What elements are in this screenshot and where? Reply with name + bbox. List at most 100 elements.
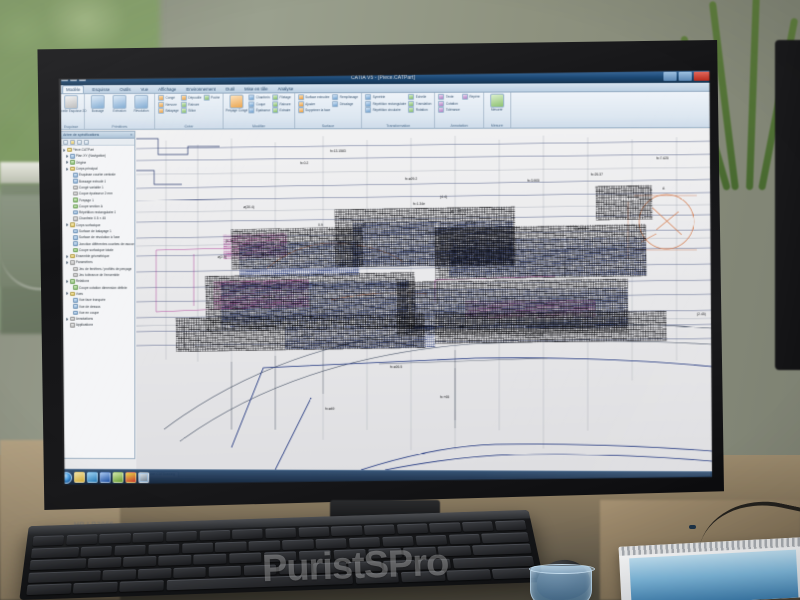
- keyboard-key[interactable]: [29, 558, 87, 571]
- keyboard-key[interactable]: [148, 543, 180, 555]
- ribbon-button-hole-icon[interactable]: Perçage Congé: [227, 95, 247, 113]
- keyboard-key[interactable]: [417, 558, 452, 570]
- keyboard-key[interactable]: [348, 560, 382, 572]
- ribbon-button-groove-icon[interactable]: Rainure: [181, 101, 202, 107]
- chevron-right-icon[interactable]: [66, 167, 69, 170]
- keyboard-key[interactable]: [32, 535, 65, 546]
- keyboard-key[interactable]: [27, 570, 101, 583]
- keyboard-key[interactable]: [165, 530, 197, 542]
- maximize-button[interactable]: [679, 72, 692, 81]
- ribbon-button-translate-icon[interactable]: Translation: [408, 100, 431, 106]
- keyboard-key[interactable]: [263, 551, 297, 563]
- ribbon-tab-0[interactable]: Modèle: [62, 85, 84, 93]
- keyboard-key[interactable]: [265, 527, 297, 539]
- filter-icon[interactable]: [63, 139, 68, 144]
- keyboard-key[interactable]: [199, 529, 230, 541]
- keyboard-key[interactable]: [368, 547, 402, 559]
- keyboard-key[interactable]: [313, 561, 347, 573]
- keyboard-key[interactable]: [437, 545, 472, 557]
- ribbon-button-tolerance-icon[interactable]: Tolérance: [438, 107, 459, 113]
- keyboard-key[interactable]: [119, 580, 164, 592]
- window-controls[interactable]: [663, 72, 710, 81]
- keyboard-key[interactable]: [132, 532, 164, 543]
- ribbon-button-draft-icon[interactable]: Dépouille: [181, 95, 202, 101]
- tree-node-list[interactable]: Piece.CATPart Plan XY (Navigation) Origine…: [61, 146, 134, 329]
- keyboard-key[interactable]: [158, 554, 192, 566]
- word-icon[interactable]: [100, 472, 111, 483]
- ribbon-button-thickness-icon[interactable]: Épaisseur: [249, 107, 271, 113]
- chevron-right-icon[interactable]: [66, 317, 69, 320]
- close-icon[interactable]: ×: [130, 132, 133, 137]
- keyboard-key[interactable]: [138, 567, 172, 579]
- ribbon-button-fill-icon[interactable]: Remplissage: [332, 94, 358, 100]
- folder-icon[interactable]: [113, 472, 124, 483]
- search-icon[interactable]: [84, 139, 89, 144]
- ribbon-tab-8[interactable]: Analyse: [277, 85, 294, 91]
- chevron-right-icon[interactable]: [66, 224, 69, 227]
- keyboard-key[interactable]: [382, 559, 417, 571]
- keyboard-key[interactable]: [400, 570, 446, 583]
- keyboard-key[interactable]: [381, 535, 414, 547]
- keyboard-key[interactable]: [228, 552, 262, 564]
- ribbon-tab-2[interactable]: Outils: [119, 86, 131, 92]
- ribbon-tab-7[interactable]: Mise en tôle: [244, 85, 268, 92]
- keyboard-key[interactable]: [363, 524, 396, 535]
- tree-node[interactable]: Applications: [62, 322, 134, 328]
- keyboard-key[interactable]: [243, 564, 277, 576]
- keyboard-key[interactable]: [173, 566, 207, 578]
- keyboard-key[interactable]: [494, 520, 527, 531]
- keyboard-key[interactable]: [102, 568, 136, 580]
- minimize-button[interactable]: [663, 72, 676, 81]
- keyboard-key[interactable]: [248, 539, 281, 551]
- keyboard-key[interactable]: [446, 569, 492, 581]
- ribbon-button-extract-icon[interactable]: Extraire: [272, 107, 291, 113]
- ribbon-button-pocket-icon[interactable]: Poche: [203, 95, 219, 101]
- ribbon-button-rect-pattern-icon[interactable]: Répétition rectangulaire: [365, 100, 406, 106]
- ribbon-button-rib-icon[interactable]: Nervure: [158, 101, 179, 107]
- ribbon-button-shell-icon[interactable]: Coque: [249, 101, 271, 107]
- keyboard-key[interactable]: [278, 562, 312, 575]
- chevron-right-icon[interactable]: [63, 148, 66, 151]
- ribbon-button-rotate-icon[interactable]: Rotation: [408, 107, 431, 113]
- ribbon-button-slot-icon[interactable]: Sillon: [181, 108, 202, 114]
- keyboard-key[interactable]: [232, 528, 264, 540]
- ribbon-button-sweep-icon[interactable]: Balayage: [158, 108, 179, 114]
- keyboard-key[interactable]: [298, 526, 330, 538]
- keyboard-key[interactable]: [65, 534, 98, 545]
- keyboard-key[interactable]: [429, 522, 462, 533]
- chevron-right-icon[interactable]: [66, 161, 69, 164]
- keyboard-key[interactable]: [80, 545, 113, 557]
- keyboard-key[interactable]: [355, 572, 400, 584]
- chevron-right-icon[interactable]: [66, 261, 69, 264]
- keyboard-key[interactable]: [333, 549, 367, 560]
- keyboard-key[interactable]: [448, 533, 481, 545]
- keyboard-key[interactable]: [472, 543, 532, 556]
- keyboard-key[interactable]: [462, 521, 494, 532]
- keyboard-key[interactable]: [331, 525, 363, 537]
- ribbon-button-chamfer-icon[interactable]: Chanfrein: [249, 94, 271, 100]
- ribbon-button-surf-extrude-icon[interactable]: Surface extrudée: [298, 94, 330, 100]
- keyboard-key[interactable]: [72, 581, 118, 594]
- keyboard-key[interactable]: [193, 553, 227, 565]
- ribbon-toolbar[interactable]: Nouvelle Esquisse 2D Esquisse Bossage Extru…: [58, 92, 712, 130]
- explorer-icon[interactable]: [74, 472, 85, 483]
- keyboard-key[interactable]: [114, 544, 146, 556]
- keyboard-key[interactable]: [396, 523, 429, 534]
- ribbon-button-offset-icon[interactable]: Décalage: [332, 101, 358, 107]
- media-player-icon[interactable]: [87, 472, 98, 483]
- ribbon-button-sketch-icon[interactable]: Nouvelle Esquisse 2D: [61, 95, 81, 113]
- keyboard-key[interactable]: [30, 546, 79, 558]
- ribbon-tab-4[interactable]: Affichage: [158, 86, 177, 92]
- ribbon-button-mirror-icon[interactable]: Symétrie: [365, 94, 406, 100]
- ribbon-tab-6[interactable]: Outil: [225, 86, 235, 92]
- ribbon-tab-3[interactable]: Vue: [140, 86, 149, 92]
- ribbon-button-thread-icon[interactable]: Filetage: [272, 94, 291, 100]
- ribbon-button-pad-icon[interactable]: Bossage: [88, 95, 108, 113]
- ribbon-button-delete-face-icon[interactable]: Supprimer la face: [298, 107, 330, 113]
- keyboard-key[interactable]: [208, 565, 242, 577]
- ribbon-tab-5[interactable]: Environnement: [186, 86, 216, 92]
- ribbon-button-text-icon[interactable]: Texte: [438, 94, 459, 100]
- keyboard-key[interactable]: [415, 534, 448, 546]
- chevron-right-icon[interactable]: [66, 155, 69, 158]
- ribbon-button-datum-icon[interactable]: Repère: [462, 94, 480, 100]
